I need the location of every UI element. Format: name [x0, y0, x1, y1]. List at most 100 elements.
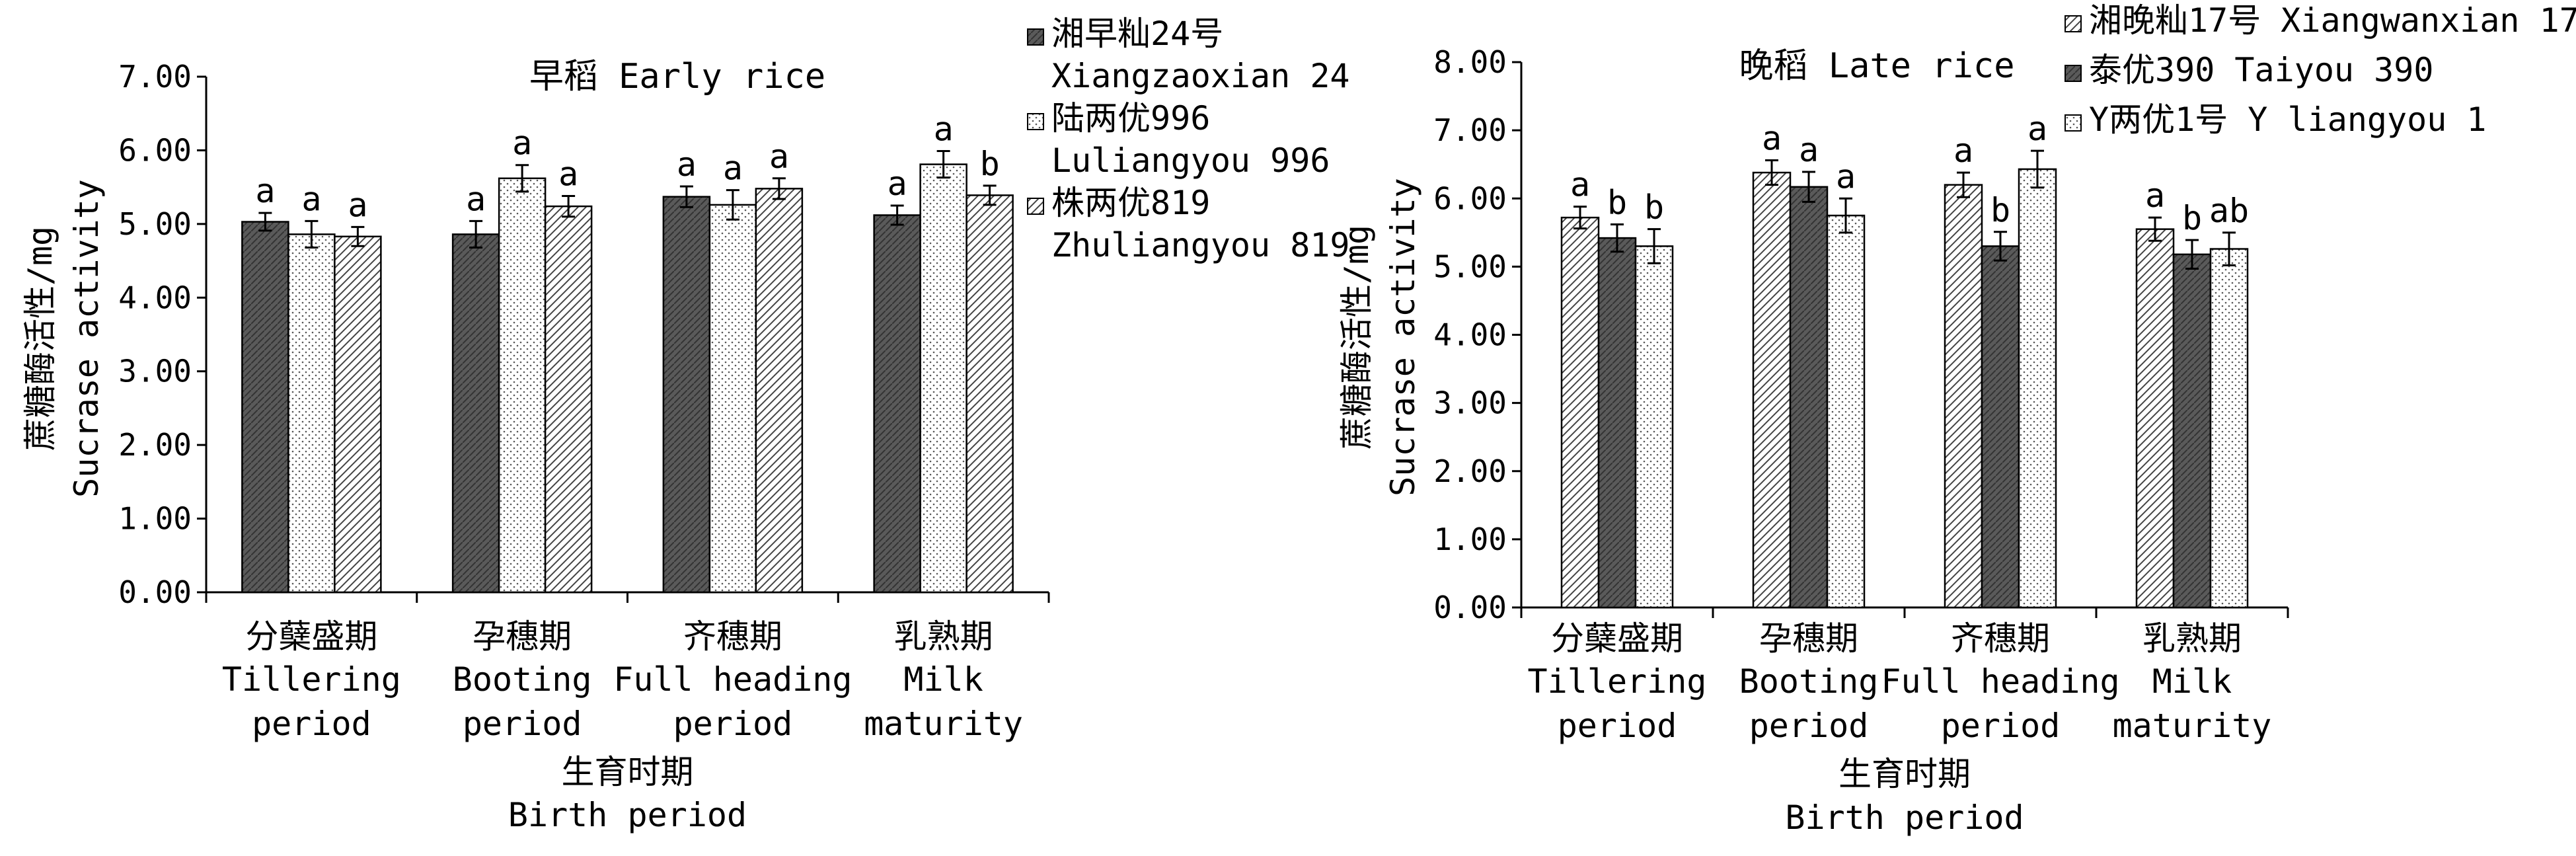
x-axis-label-en: Birth period [508, 796, 747, 834]
bar [2172, 253, 2212, 609]
significance-letter: a [255, 172, 275, 210]
y-tick-label: 0.00 [1433, 590, 1507, 625]
chart-panel-2: 0.00 1.00 2.00 3.00 4.00 5.00 6.00 7.00 8.00 分蘖盛期… [1338, 1, 2576, 837]
y-tick-label: 6.00 [1433, 180, 1507, 216]
significance-letter: a [1953, 132, 1973, 170]
x-category-label-cn: 乳熟期 [894, 617, 993, 656]
x-category-label-en: Full heading [1881, 662, 2119, 701]
bar [708, 204, 757, 594]
bar [919, 163, 967, 594]
x-category-label-en: Tillering [222, 660, 401, 699]
y-axis-label-cn: 蔗糖酶活性/mg [1338, 225, 1376, 449]
x-axis-label-cn: 生育时期 [1838, 755, 1971, 793]
significance-letter: a [2027, 110, 2047, 148]
bar [451, 233, 500, 594]
significance-letter: a [348, 186, 367, 224]
bar [1981, 245, 2020, 609]
x-category-label-cn: 孕穗期 [473, 617, 572, 656]
significance-letter: a [301, 180, 321, 218]
chart-panel-1: 0.00 1.00 2.00 3.00 4.00 5.00 6.00 7.00 分蘖盛期 Till… [21, 15, 1350, 834]
legend-swatch [1027, 113, 1044, 130]
legend-label-cn: 湘早籼24号 [1051, 15, 1223, 53]
bar [2209, 248, 2249, 609]
legend-label-cn: 陆两优996 [1051, 99, 1210, 137]
y-tick-label: 7.00 [118, 59, 192, 95]
y-tick-label: 6.00 [118, 132, 192, 168]
x-category-label-en: maturity [864, 705, 1023, 743]
y-tick-label: 8.00 [1433, 44, 1507, 80]
x-category-label-cn: 乳熟期 [2142, 619, 2242, 658]
y-axis-label-en: Sucrase activity [67, 179, 106, 498]
legend-swatch [2065, 15, 2082, 32]
significance-letter: b [980, 145, 1000, 183]
bar [2018, 168, 2057, 609]
x-axis-label-en: Birth period [1785, 798, 2024, 837]
x-category-label-en: Milk [2152, 662, 2232, 701]
significance-letter: a [512, 124, 532, 163]
x-category-label-en: period [1749, 707, 1869, 745]
significance-letter: a [466, 180, 486, 218]
x-category-label-en: maturity [2113, 707, 2272, 745]
y-tick-label: 3.00 [1433, 385, 1507, 421]
bar [755, 188, 804, 594]
significance-letter: b [2182, 199, 2202, 237]
bar [966, 194, 1014, 594]
y-tick-label: 4.00 [118, 280, 192, 315]
significance-letter: a [1570, 166, 1590, 204]
bar [873, 214, 921, 594]
y-tick-label: 5.00 [118, 206, 192, 242]
y-tick-label: 1.00 [1433, 522, 1507, 557]
x-category-label-en: Tillering [1528, 662, 1707, 701]
significance-letter: ab [2209, 192, 2249, 230]
legend-label: Y两优1号 Y liangyou 1 [2089, 100, 2487, 139]
x-category-label-cn: 分蘖盛期 [1551, 619, 1683, 658]
significance-letter: a [2145, 176, 2165, 215]
significance-letter: a [1762, 120, 1782, 158]
significance-letter: a [677, 145, 697, 184]
x-category-label-cn: 孕穗期 [1759, 619, 1858, 658]
bar [1634, 245, 1674, 609]
y-tick-label: 5.00 [1433, 249, 1507, 284]
legend: 湘早籼24号 Xiangzaoxian 24 陆两优996 Luliangyou 99… [1027, 15, 1350, 264]
legend-label-cn: 株两优819 [1051, 184, 1210, 222]
significance-letter: a [934, 110, 954, 149]
chart-title: 晚稻 Late rice [1739, 46, 2014, 86]
y-tick-label: 1.00 [118, 501, 192, 537]
significance-letter: a [888, 165, 907, 203]
x-category-label-cn: 分蘖盛期 [245, 617, 377, 656]
x-category-label-en: Milk [903, 660, 983, 699]
legend: 湘晚籼17号 Xiangwanxian 17 泰优390 Taiyou 390 Y两… [2065, 1, 2576, 139]
y-tick-label: 4.00 [1433, 317, 1507, 353]
legend-label: 湘晚籼17号 Xiangwanxian 17 [2089, 1, 2576, 40]
x-category-label-cn: 齐穗期 [1951, 619, 2050, 658]
significance-letter: b [1990, 191, 2010, 229]
x-category-label-en: period [252, 705, 371, 743]
x-category-label-en: period [1941, 707, 2061, 745]
bar [1944, 184, 1983, 609]
legend-swatch [2065, 65, 2082, 82]
significance-letter: a [769, 137, 789, 176]
x-axis-label-cn: 生育时期 [562, 753, 694, 791]
legend-label-en: Xiangzaoxian 24 [1051, 57, 1350, 95]
x-category-label-en: Full heading [613, 660, 852, 699]
significance-letter: a [1836, 157, 1856, 196]
significance-letter: b [1644, 188, 1664, 227]
legend-swatch [1027, 28, 1044, 46]
y-axis-label-cn: 蔗糖酶活性/mg [21, 226, 59, 451]
bar [662, 196, 711, 594]
significance-letter: b [1607, 183, 1627, 221]
x-category-label-en: period [673, 705, 793, 743]
bar [498, 177, 547, 594]
y-tick-label: 3.00 [118, 354, 192, 389]
bar [1789, 186, 1829, 609]
bar [1752, 171, 1792, 609]
y-tick-label: 0.00 [118, 574, 192, 610]
significance-letter: a [1799, 131, 1819, 169]
x-category-label-en: period [1558, 707, 1677, 745]
x-category-label-en: Booting [453, 660, 592, 699]
chart-title: 早稻 Early rice [529, 57, 825, 97]
x-category-label-en: period [463, 705, 582, 743]
bar [287, 233, 336, 594]
